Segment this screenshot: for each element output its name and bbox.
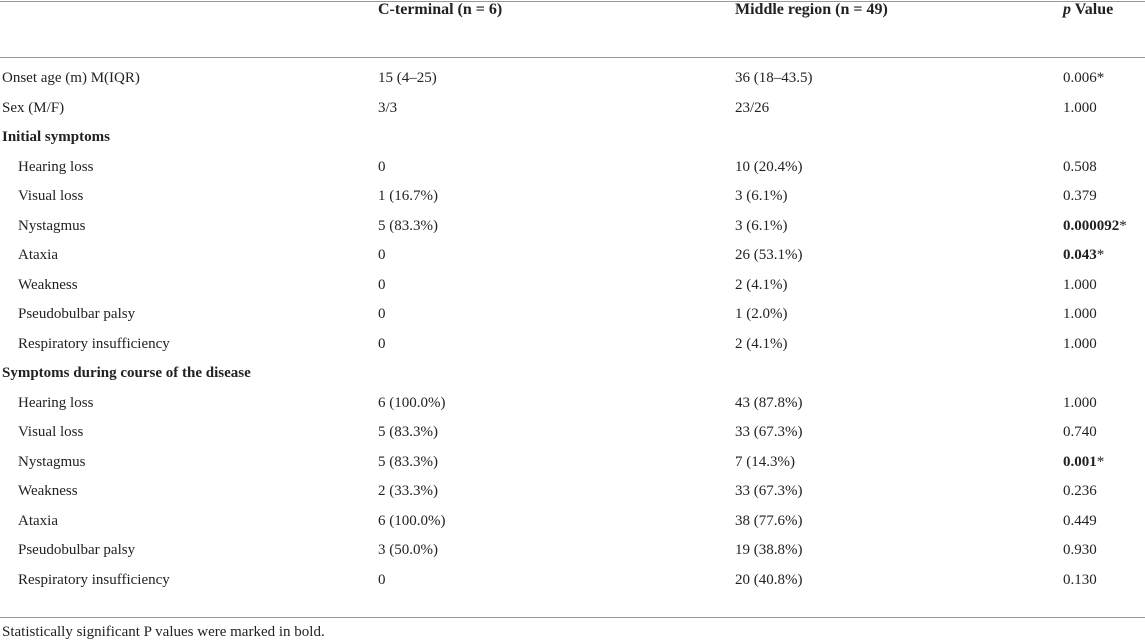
header-cell: Middle region (n = 49) — [735, 1, 888, 18]
cell-value: 6 (100.0%) — [378, 512, 446, 529]
cell-value: 26 (53.1%) — [735, 247, 803, 263]
cell-value: 19 (38.8%) — [735, 542, 803, 558]
cell-value: 33 (67.3%) — [735, 483, 803, 499]
cell-value: 5 (83.3%) — [378, 453, 438, 470]
p-number: 0.000092 — [1063, 217, 1120, 234]
cell-value: 1.000 — [1063, 394, 1097, 411]
row-label: Pseudobulbar palsy — [18, 306, 136, 322]
row-label: Respiratory insufficiency — [18, 335, 170, 352]
row-label: Hearing loss — [18, 158, 94, 175]
cell-value: 0.508 — [1063, 158, 1097, 175]
footnote: Statistically significant P values were … — [2, 624, 325, 640]
p-mark: * — [1096, 70, 1105, 86]
cell-value: 0.930 — [1063, 542, 1097, 558]
row-label: Nystagmus — [18, 453, 86, 470]
row-label: Visual loss — [18, 424, 84, 440]
cell-value: 15 (4–25) — [378, 70, 437, 86]
cell-value: 3/3 — [378, 99, 398, 116]
cell-value: 1.000 — [1063, 306, 1097, 322]
row-label: Visual loss — [18, 188, 84, 204]
cell-value: 0.449 — [1063, 512, 1097, 529]
cell-value: 23/26 — [735, 99, 770, 116]
p-mark: * — [1119, 217, 1127, 234]
row-label: Weakness — [18, 276, 78, 293]
cell-value: 0.379 — [1063, 188, 1097, 204]
cell-value: 0 — [378, 158, 386, 175]
row-label: Weakness — [18, 483, 78, 499]
cell-value: 33 (67.3%) — [735, 424, 803, 440]
row-label: Ataxia — [18, 247, 58, 263]
cell-value: 0.130 — [1063, 571, 1097, 588]
row-label: Nystagmus — [18, 217, 86, 234]
cell-value: 1.000 — [1063, 99, 1097, 116]
cell-value: 2 (4.1%) — [735, 276, 788, 293]
p-mark: * — [1096, 453, 1105, 470]
p-value: 0.001* — [1063, 452, 1104, 472]
cell-value: 3 (6.1%) — [735, 188, 788, 204]
cell-value: 0.740 — [1063, 424, 1097, 440]
top-rule — [0, 1, 1145, 2]
p-number: 0.043 — [1063, 247, 1097, 263]
cell-value: 2 (33.3%) — [378, 483, 438, 499]
cell-value: 1 (16.7%) — [378, 188, 438, 204]
cell-value: 7 (14.3%) — [735, 453, 795, 470]
header-italic: p — [1063, 1, 1071, 18]
p-value: 0.043* — [1063, 245, 1104, 265]
header-text: Value — [1074, 1, 1114, 18]
row-label: Ataxia — [18, 512, 58, 529]
cell-value: 0.236 — [1063, 483, 1097, 499]
row-label: Hearing loss — [18, 394, 94, 411]
p-value: 0.006* — [1063, 68, 1104, 88]
header-cell: C-terminal (n = 6) — [378, 1, 503, 18]
row-label: Pseudobulbar palsy — [18, 542, 136, 558]
cell-value: 3 (50.0%) — [378, 542, 438, 558]
cell-value: 1.000 — [1063, 335, 1097, 352]
p-value: 0.000092* — [1063, 216, 1127, 236]
p-number: 0.001 — [1063, 453, 1097, 470]
cell-value: 5 (83.3%) — [378, 424, 438, 440]
row-label: Sex (M/F) — [2, 99, 65, 116]
cell-value: 1.000 — [1063, 276, 1097, 293]
cell-value: 0 — [378, 306, 386, 322]
cell-value: 43 (87.8%) — [735, 394, 803, 411]
cell-value: 20 (40.8%) — [735, 571, 803, 588]
cell-value: 36 (18–43.5) — [735, 70, 813, 86]
cell-value: 2 (4.1%) — [735, 335, 788, 352]
cell-value: 1 (2.0%) — [735, 306, 788, 322]
p-mark: * — [1096, 247, 1105, 263]
row-label: Onset age (m) M(IQR) — [2, 70, 140, 86]
bottom-rule — [0, 617, 1145, 618]
cell-value: 5 (83.3%) — [378, 217, 438, 234]
cell-value: 0 — [378, 276, 386, 293]
p-number: 0.006 — [1063, 70, 1097, 86]
header-rule — [0, 57, 1145, 58]
group-title: Symptoms during course of the disease — [2, 365, 251, 381]
cell-value: 0 — [378, 571, 386, 588]
cell-value: 38 (77.6%) — [735, 512, 803, 529]
cell-value: 0 — [378, 247, 386, 263]
row-label: Respiratory insufficiency — [18, 571, 170, 588]
cell-value: 0 — [378, 335, 386, 352]
cell-value: 6 (100.0%) — [378, 394, 446, 411]
cell-value: 3 (6.1%) — [735, 217, 788, 234]
group-title: Initial symptoms — [2, 129, 110, 145]
cell-value: 10 (20.4%) — [735, 158, 803, 175]
header-cell: p Value — [1063, 0, 1113, 20]
